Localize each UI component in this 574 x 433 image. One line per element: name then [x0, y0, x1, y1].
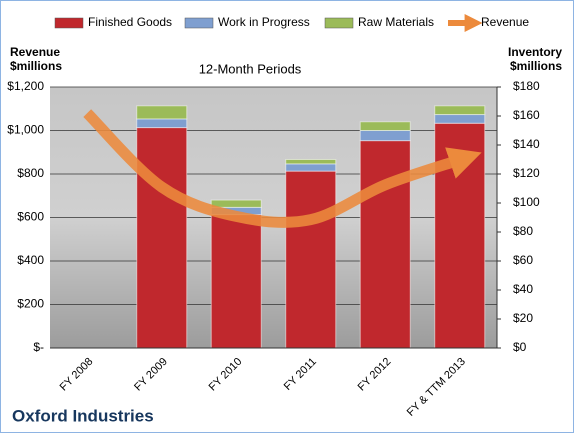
bar — [210, 199, 262, 208]
y-tick-label: $- — [33, 340, 44, 354]
bar — [136, 127, 188, 349]
y-tick-label: $400 — [17, 253, 44, 267]
y2-axis-title: $millions — [510, 59, 562, 73]
y2-tick-label: $80 — [513, 224, 533, 238]
bar — [359, 140, 411, 349]
y2-tick-label: $120 — [513, 166, 540, 180]
legend-label: Work in Progress — [218, 15, 310, 29]
y2-tick-label: $140 — [513, 137, 540, 151]
chart-title: 12-Month Periods — [199, 61, 302, 76]
bar — [285, 170, 337, 349]
bar — [285, 159, 337, 165]
bar — [136, 105, 188, 120]
footer: Oxford Industries — [12, 406, 154, 425]
y-axis-title: Revenue — [10, 45, 60, 59]
bar — [434, 122, 486, 349]
y2-tick-label: $40 — [513, 282, 533, 296]
bar — [434, 105, 486, 116]
revenue-line — [83, 109, 482, 228]
bar — [434, 114, 486, 124]
y2-tick-label: $100 — [513, 195, 540, 209]
y2-tick-label: $0 — [513, 340, 527, 354]
legend-label: Raw Materials — [358, 15, 434, 29]
y-tick-label: $200 — [17, 297, 44, 311]
y2-axis-title: Inventory — [508, 45, 562, 59]
y-tick-label: $800 — [17, 166, 44, 180]
y-tick-label: $1,200 — [7, 79, 44, 93]
bar — [136, 118, 188, 129]
legend-swatch — [324, 17, 354, 29]
legend-label: Revenue — [481, 15, 529, 29]
bar — [285, 163, 337, 172]
y2-tick-label: $60 — [513, 253, 533, 267]
legend-swatch — [54, 17, 84, 29]
bar — [359, 130, 411, 142]
y2-tick-label: $20 — [513, 311, 533, 325]
y-tick-label: $600 — [17, 210, 44, 224]
legend-label: Finished Goods — [88, 15, 172, 29]
y2-tick-label: $160 — [513, 108, 540, 122]
bar — [210, 214, 262, 349]
legend-swatch — [184, 17, 214, 29]
y2-tick-label: $180 — [513, 79, 540, 93]
bar — [359, 121, 411, 132]
y-tick-label: $1,000 — [7, 123, 44, 137]
y-axis-title: $millions — [10, 59, 62, 73]
